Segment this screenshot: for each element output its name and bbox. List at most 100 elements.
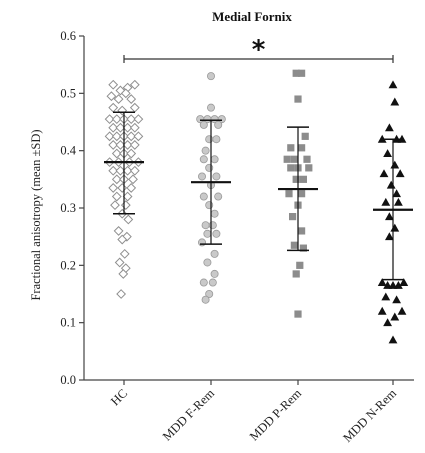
y-tick-label: 0.1 xyxy=(60,316,76,330)
data-point xyxy=(385,123,394,132)
data-point xyxy=(197,172,206,181)
data-point xyxy=(111,114,122,125)
data-point xyxy=(126,114,137,125)
chart-title: Medial Fornix xyxy=(212,9,292,24)
data-point xyxy=(108,102,119,113)
x-tick-label: MDD N-Rem xyxy=(340,386,399,445)
significance-bracket: * xyxy=(123,35,394,65)
data-point xyxy=(108,79,119,90)
x-tick-label: MDD P-Rem xyxy=(247,386,304,443)
data-point xyxy=(214,192,223,201)
data-point xyxy=(111,174,122,185)
data-point xyxy=(111,191,122,202)
data-point xyxy=(208,278,217,287)
data-point xyxy=(390,223,400,232)
data-point xyxy=(201,221,210,230)
data-point xyxy=(108,122,119,133)
data-point xyxy=(199,192,208,201)
data-point xyxy=(289,213,297,221)
data-point xyxy=(122,122,133,133)
data-point xyxy=(390,312,400,321)
data-point xyxy=(197,238,206,247)
data-point xyxy=(303,155,311,163)
data-point xyxy=(129,122,140,133)
data-point xyxy=(118,269,129,279)
data-point xyxy=(126,94,137,104)
data-point xyxy=(122,140,133,150)
data-point xyxy=(113,94,124,104)
data-point xyxy=(129,79,140,90)
data-point xyxy=(119,248,130,259)
data-point xyxy=(133,131,144,142)
data-point xyxy=(394,281,403,289)
data-point xyxy=(210,249,219,258)
data-point xyxy=(122,165,133,176)
mean-sd-bars xyxy=(104,111,413,281)
data-point xyxy=(292,69,300,77)
y-tick-label: 0.3 xyxy=(60,201,76,215)
data-point xyxy=(114,257,125,268)
data-point xyxy=(212,229,221,238)
data-point xyxy=(126,183,137,193)
data-point xyxy=(292,175,300,183)
data-point xyxy=(212,172,221,181)
data-point xyxy=(299,244,307,252)
data-point xyxy=(205,289,214,298)
x-tick-label: HC xyxy=(108,386,130,408)
data-point xyxy=(379,169,389,178)
data-point xyxy=(390,97,400,106)
data-point xyxy=(126,131,137,142)
data-point xyxy=(287,144,295,152)
data-point xyxy=(108,165,119,176)
data-point xyxy=(392,189,401,198)
data-point xyxy=(133,114,144,125)
data-point xyxy=(285,190,293,198)
data-point xyxy=(283,155,291,163)
data-point xyxy=(205,163,214,172)
data-point xyxy=(122,191,133,202)
data-point xyxy=(199,278,208,287)
data-point xyxy=(388,80,398,89)
data-point xyxy=(203,258,212,267)
data-point xyxy=(377,306,387,315)
data-point xyxy=(377,278,387,287)
y-tick-label: 0.4 xyxy=(60,144,76,158)
data-point xyxy=(298,144,306,152)
data-point xyxy=(383,149,392,158)
data-point xyxy=(381,292,391,301)
data-point xyxy=(117,105,128,116)
data-point xyxy=(292,270,300,278)
data-point xyxy=(129,102,140,113)
data-point xyxy=(199,155,208,164)
y-tick-label: 0.6 xyxy=(60,29,76,43)
data-point xyxy=(129,165,140,176)
data-point xyxy=(115,122,126,133)
data-point xyxy=(129,140,140,150)
data-point xyxy=(128,174,138,185)
data-point xyxy=(113,226,124,236)
data-point xyxy=(305,164,313,172)
x-tick-label: MDD F-Rem xyxy=(160,386,217,443)
data-point xyxy=(111,131,122,142)
data-point xyxy=(385,212,394,221)
data-point xyxy=(123,214,134,225)
data-point xyxy=(287,164,295,172)
data-point xyxy=(210,155,219,164)
data-point xyxy=(394,197,403,206)
data-point xyxy=(117,234,128,245)
data-point xyxy=(104,131,115,142)
data-point xyxy=(385,232,394,241)
data-point xyxy=(383,318,392,327)
data-point xyxy=(205,135,214,144)
data-point xyxy=(205,201,214,210)
data-point xyxy=(388,335,398,344)
data-point xyxy=(206,72,215,81)
data-point xyxy=(210,209,219,218)
data-point xyxy=(298,227,306,235)
y-tick-label: 0.2 xyxy=(60,258,76,272)
data-point xyxy=(397,306,407,315)
data-point xyxy=(116,289,127,299)
data-points xyxy=(104,69,409,344)
data-point xyxy=(120,200,131,211)
